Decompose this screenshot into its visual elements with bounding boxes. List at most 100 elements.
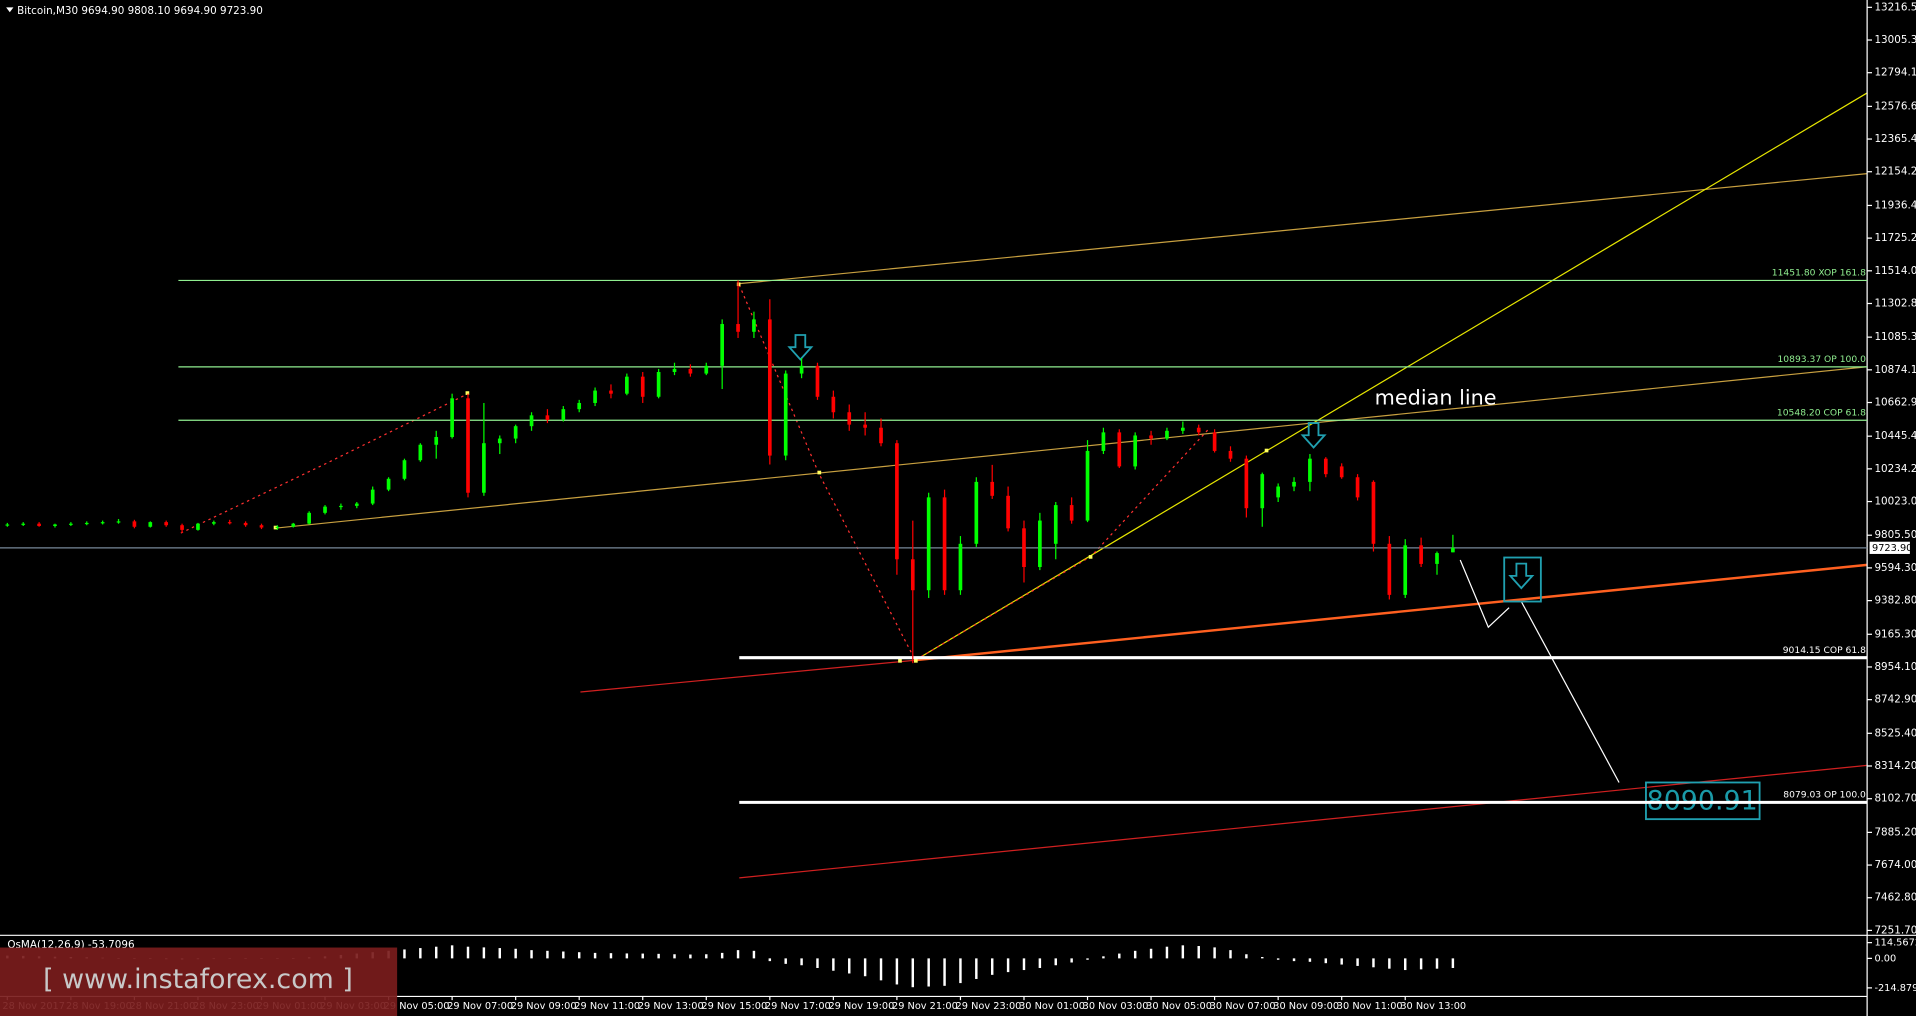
candle-body <box>1339 466 1344 478</box>
candle-body <box>482 443 486 493</box>
candle-body <box>1165 430 1169 439</box>
osma-bar <box>1245 954 1248 959</box>
osma-bar <box>609 953 613 959</box>
menu-triangle[interactable] <box>6 7 14 13</box>
candle-body <box>1133 435 1138 467</box>
candle-body <box>259 525 264 528</box>
x-tick-label: 29 Nov 13:00 <box>638 1001 704 1012</box>
y-tick-label: 9594.30 <box>1874 562 1916 574</box>
osma-bar <box>1054 958 1057 966</box>
osma-bar <box>1086 958 1089 960</box>
candle-body <box>1149 435 1153 439</box>
candle-body <box>21 523 26 525</box>
osma-bar <box>625 953 629 959</box>
candle-body <box>1038 520 1042 568</box>
candle-body <box>1085 450 1090 521</box>
candle-body <box>1387 543 1392 595</box>
candle-body <box>1212 432 1217 451</box>
candle-body <box>132 521 137 527</box>
x-tick-label: 30 Nov 01:00 <box>1019 1001 1085 1012</box>
candle-body <box>688 368 693 374</box>
candle-body <box>720 324 724 366</box>
y-tick-label: 9165.30 <box>1874 628 1916 640</box>
x-tick-label: 29 Nov 17:00 <box>765 1001 831 1012</box>
x-tick-label: 30 Nov 09:00 <box>1273 1001 1339 1012</box>
x-tick-label: 29 Nov 21:00 <box>892 1001 958 1012</box>
candle-body <box>1244 458 1249 509</box>
osma-bar <box>768 958 772 962</box>
osma-bar <box>1181 945 1185 959</box>
osma-bar <box>1435 958 1439 969</box>
candle-body <box>339 505 343 508</box>
y-tick-label: 10874.10 <box>1874 364 1916 376</box>
y-tick-label: 11936.40 <box>1874 199 1916 211</box>
osma-bar <box>577 952 581 959</box>
osma-bar <box>530 950 533 959</box>
candle-body <box>656 372 661 397</box>
y-tick-label: 8525.40 <box>1874 727 1916 739</box>
candle-body <box>529 415 534 427</box>
candle-body <box>402 460 407 479</box>
candle-body <box>513 426 518 439</box>
y-tick-label: 9805.50 <box>1874 529 1916 541</box>
candle-body <box>799 365 804 374</box>
y-tick-label: 8742.90 <box>1874 694 1916 706</box>
candle-body <box>1403 545 1408 595</box>
candle-body <box>212 522 216 524</box>
level-label: 11451.80 XOP 161.8 <box>1772 268 1866 279</box>
osma-bar <box>1419 958 1423 970</box>
osma-bar <box>1038 958 1042 968</box>
y-tick-label: 11725.20 <box>1874 232 1916 244</box>
fork-lower <box>915 563 1868 662</box>
candle-body <box>1435 553 1439 564</box>
candle-body <box>370 489 375 504</box>
candle-body <box>990 481 995 496</box>
candle-body <box>704 365 709 374</box>
osma-bar <box>705 954 708 959</box>
candle-body <box>609 390 613 394</box>
y-tick-label: 12576.60 <box>1874 100 1916 112</box>
x-tick-label: 30 Nov 13:00 <box>1400 1001 1466 1012</box>
osma-bar <box>943 958 946 986</box>
level-label: 8079.03 OP 100.0 <box>1783 790 1866 801</box>
level-label: 10548.20 COP 61.8 <box>1777 407 1866 418</box>
x-tick-label: 29 Nov 15:00 <box>701 1001 767 1012</box>
y-tick-label: 10023.00 <box>1874 496 1916 508</box>
y-tick-label: 8102.70 <box>1874 793 1916 805</box>
osma-bar <box>657 953 660 959</box>
osma-bar <box>1356 958 1359 966</box>
last-price-box <box>1869 541 1910 554</box>
osma-bar <box>403 949 406 959</box>
chart-title: Bitcoin,M30 9694.90 9808.10 9694.90 9723… <box>17 5 263 17</box>
indicator-tick-label: 0.00 <box>1874 953 1896 964</box>
candle-body <box>1181 427 1185 431</box>
candle-body <box>100 522 105 524</box>
candle-body <box>561 409 566 420</box>
osma-bar <box>1388 958 1391 969</box>
y-tick-label: 13005.30 <box>1874 34 1916 46</box>
candle-body <box>545 415 550 420</box>
candle-body <box>783 373 788 456</box>
y-tick-label: 11514.00 <box>1874 265 1916 277</box>
last-price-label: 9723.90 <box>1872 543 1912 554</box>
candle-body <box>466 398 470 493</box>
x-tick-label: 29 Nov 05:00 <box>384 1001 450 1012</box>
osma-bar <box>832 958 835 971</box>
path-arrow <box>1520 601 1620 783</box>
candle-body <box>243 522 248 526</box>
indicator-tick-label: -214.8797 <box>1874 983 1916 994</box>
candle-body <box>37 523 41 526</box>
osma-bar <box>1149 948 1153 959</box>
osma-bar <box>848 958 851 974</box>
candle-body <box>831 396 836 413</box>
candle-body <box>736 324 740 332</box>
osma-bar <box>1165 946 1169 959</box>
watermark-box <box>0 947 398 1016</box>
candle-body <box>116 521 121 523</box>
osma-bar <box>1324 958 1328 964</box>
candle-body <box>1228 450 1233 459</box>
candle-body <box>847 412 852 425</box>
candle-body <box>291 523 296 527</box>
